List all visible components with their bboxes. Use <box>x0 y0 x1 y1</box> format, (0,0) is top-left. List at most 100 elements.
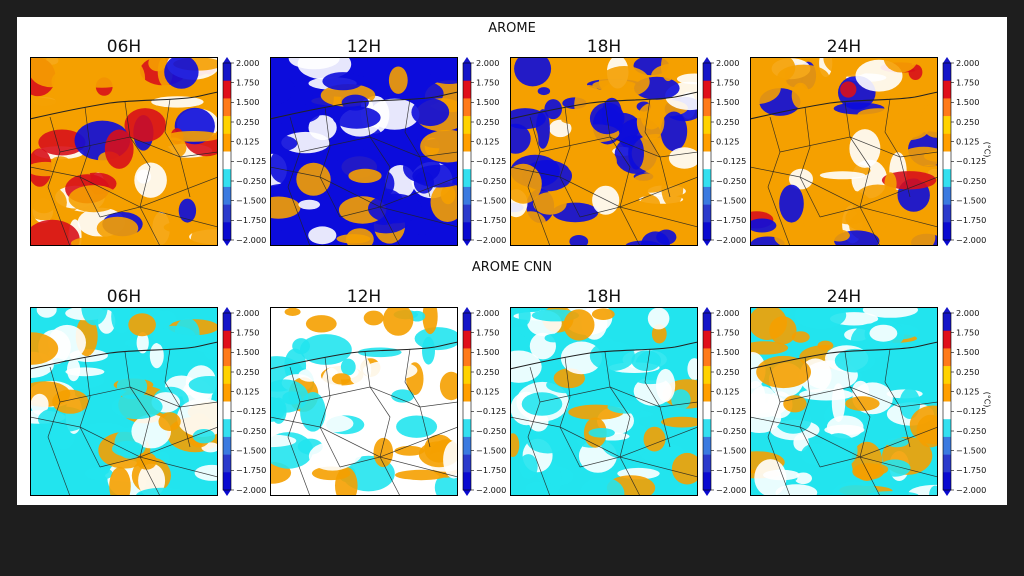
panel-label-18h: 18H <box>586 37 622 57</box>
border-line <box>124 351 161 496</box>
colorbar-swatch <box>943 116 951 135</box>
colorbar-swatch <box>943 63 951 81</box>
field-blob <box>900 146 938 167</box>
field-blob <box>322 72 364 91</box>
field-blob <box>270 396 286 422</box>
colorbar-arrow-bottom <box>223 240 231 246</box>
figure-sheet: AROME AROME CNN 06H 12H 18H 24H 06H 12H … <box>17 17 1007 505</box>
colorbar-tick-label: 1.500 <box>476 347 499 357</box>
field-blob <box>158 137 187 159</box>
colorbar-swatch <box>463 133 471 152</box>
panel-label-cnn-24h: 24H <box>826 287 862 307</box>
border-line <box>270 416 458 458</box>
map-arome-06h <box>30 57 218 246</box>
border-line <box>779 136 938 158</box>
colorbar-cnn-24h: 2.000 1.750 1.500 0.250 0.125 −0.125 −0.250 −1.… <box>942 307 986 496</box>
border-line <box>527 366 551 496</box>
colorbar-tick-label: −0.125 <box>956 406 986 416</box>
map-frame <box>510 307 698 496</box>
colorbar-arrow-top <box>463 57 471 63</box>
colorbar-tick-label: 1.500 <box>236 347 259 357</box>
colorbar-tick-label: 2.000 <box>476 308 499 318</box>
field-blob <box>395 469 448 481</box>
field-blob <box>412 211 432 236</box>
field-blob <box>30 184 67 221</box>
colorbar-swatch <box>463 436 471 455</box>
field-blob <box>518 454 538 480</box>
colorbar-unit-bottom: (°C) <box>982 391 992 408</box>
colorbar-swatch <box>223 98 231 117</box>
colorbar-swatch <box>703 204 711 223</box>
coastline <box>750 91 938 120</box>
border-line <box>779 386 938 408</box>
colorbar-swatch <box>943 98 951 117</box>
field-blob <box>510 333 529 357</box>
field-blob <box>660 111 688 152</box>
colorbar-tick-label: 1.500 <box>716 347 739 357</box>
field-blob <box>799 388 854 401</box>
colorbar-arrow-top <box>223 57 231 63</box>
field-blob <box>794 307 847 330</box>
field-blob <box>598 66 650 98</box>
coastline <box>510 341 698 370</box>
field-blob <box>831 383 846 422</box>
coastline <box>750 341 938 370</box>
field-blob <box>834 348 876 373</box>
colorbar-swatch <box>943 313 951 331</box>
field-blob <box>443 440 458 479</box>
field-blob <box>765 124 797 144</box>
field-blob <box>373 437 394 468</box>
colorbar-swatch <box>943 133 951 152</box>
field-blob <box>881 219 936 246</box>
field-blob <box>194 464 218 481</box>
field-blob <box>661 57 676 82</box>
field-blob <box>36 307 57 318</box>
field-blob <box>510 350 542 383</box>
colorbar-swatch <box>223 454 231 473</box>
border-line <box>750 416 938 458</box>
colorbar-swatch <box>463 313 471 331</box>
colorbar-tick-label: 2.000 <box>236 308 259 318</box>
field-blob <box>639 195 661 215</box>
field-blob <box>628 136 644 170</box>
border-line <box>299 386 458 408</box>
map-cnn-24h <box>750 307 938 496</box>
field-blob <box>869 324 898 342</box>
field-blob <box>671 452 698 485</box>
field-blob <box>673 484 698 496</box>
colorbar-tick-label: −0.125 <box>236 156 266 166</box>
colorbar-swatch <box>223 401 231 420</box>
border-line <box>270 166 458 208</box>
colorbar-swatch <box>703 98 711 117</box>
coastline <box>510 91 698 120</box>
field-blob <box>783 395 807 413</box>
map-frame <box>30 57 218 246</box>
border-line <box>799 106 821 218</box>
panel-label-cnn-06h: 06H <box>106 287 142 307</box>
border-line <box>99 456 218 478</box>
border-line <box>47 116 71 246</box>
field-blob <box>566 144 617 179</box>
colorbar-tick-label: −1.500 <box>716 446 746 456</box>
field-blob <box>422 307 438 335</box>
colorbar-swatch <box>223 133 231 152</box>
field-blob <box>128 313 156 337</box>
field-blob <box>560 341 602 375</box>
field-blob <box>791 331 810 343</box>
field-blob <box>111 307 132 334</box>
field-blob <box>774 224 823 246</box>
field-blob <box>151 96 204 108</box>
border-line <box>319 356 341 468</box>
border-line <box>30 166 218 208</box>
colorbar-tick-label: 0.250 <box>716 117 739 127</box>
colorbar-swatch <box>223 63 231 81</box>
map-arome-24h <box>750 57 938 246</box>
field-blob <box>899 388 921 419</box>
field-blob <box>270 434 297 448</box>
border-line <box>59 386 218 408</box>
field-blob <box>81 307 108 326</box>
colorbar-swatch <box>463 116 471 135</box>
field-blob <box>750 163 779 175</box>
field-blob <box>591 308 615 320</box>
field-blob <box>136 332 149 354</box>
